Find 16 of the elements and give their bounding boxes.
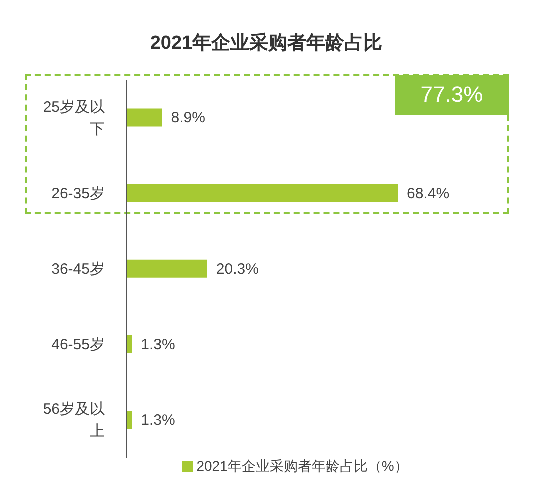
y-tick-label: 26-35岁 [52,185,105,202]
data-label: 8.9% [171,110,206,127]
y-tick-label: 25岁及以下 [43,98,105,138]
y-tick-label: 36-45岁 [52,261,105,278]
y-tick-label: 46-55岁 [52,336,105,354]
bar [127,184,398,202]
text: 77.3% [395,75,509,115]
bar [127,108,162,127]
y-tick-label: 56岁及以上 [43,401,105,440]
bar [127,260,208,278]
data-label: 1.3% [141,412,176,430]
data-label: 20.3% [216,260,259,278]
legend-label: 2021年企业采购者年龄占比（%） [196,458,408,474]
chart-title: 2021年企业采购者年龄占比 [149,32,384,56]
data-label: 68.4% [407,185,450,202]
data-label: 1.3% [141,336,176,354]
